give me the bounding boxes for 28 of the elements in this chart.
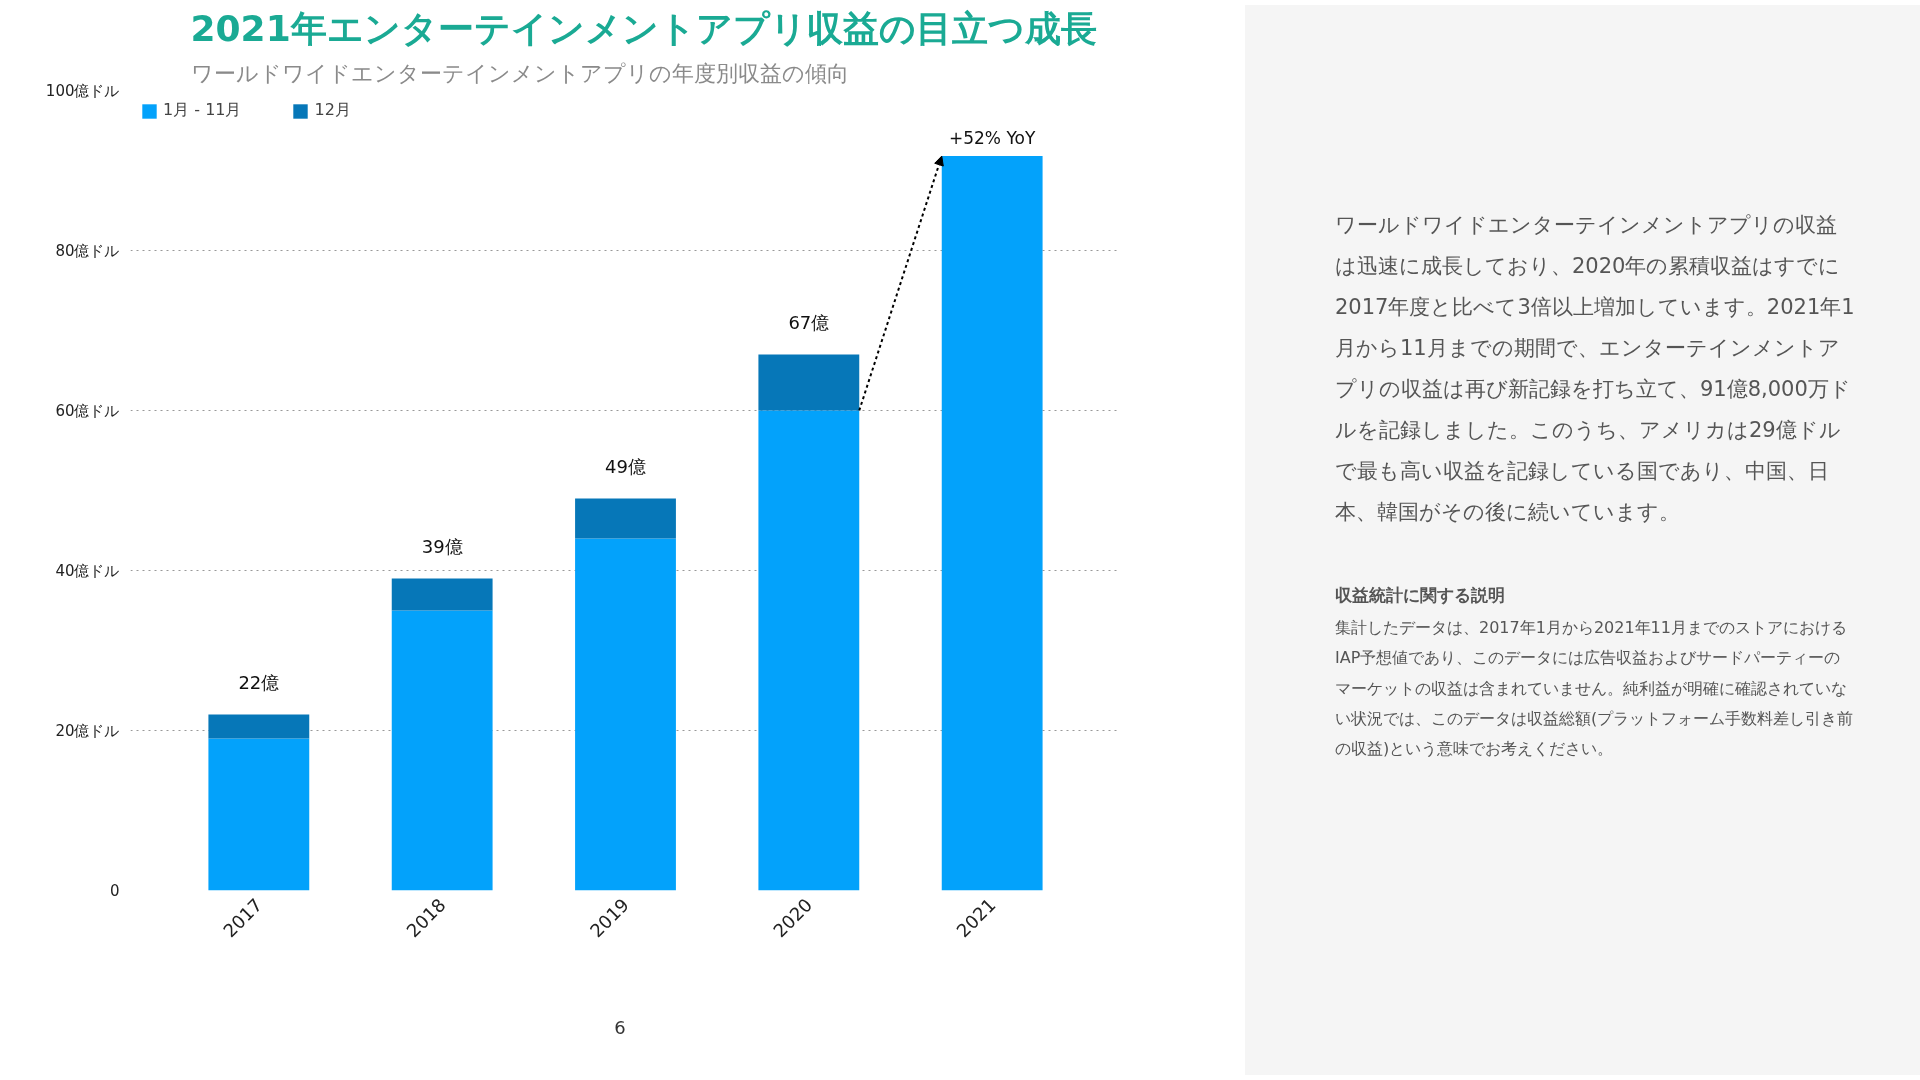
- y-tick-label: 100億ドル: [45, 81, 120, 100]
- total-label: 67億: [788, 311, 830, 333]
- bar: [391, 578, 493, 611]
- y-tick-label: 0: [109, 881, 120, 900]
- bar: [758, 354, 860, 411]
- bar: [758, 410, 860, 891]
- total-label: 22億: [238, 671, 280, 693]
- bar: [575, 538, 676, 891]
- total-label: 39億: [421, 535, 463, 557]
- chart-title: 2021年エンターテインメントアプリ収益の目立つ成長: [190, 7, 1097, 49]
- total-label: 49億: [605, 455, 646, 477]
- bar: [208, 738, 310, 891]
- y-tick-label: 60億ドル: [55, 401, 120, 420]
- bar: [391, 610, 493, 891]
- bar: [208, 714, 310, 739]
- annotation: +52% YoY: [948, 128, 1036, 149]
- text: ワールドワイドエンターテインメントアプリの収益は迅速に成長しており、2020年の累積収益はすでに2017年度と比べて3倍以上増加しています。2021年1月から11月までの期間で、エンターテインメントアプリの収益は再び新記録を打ち立て、91億8,000万ドルを記録しました。このうち、アメリカは29億ドルで最も高い収益を記録している国であり、中国、日本、韓国がその後に続いています。: [1335, 212, 1855, 526]
- bar: [941, 156, 1043, 891]
- y-tick-label: 40億ドル: [55, 561, 120, 580]
- y-tick-label: 20億ドル: [55, 721, 120, 740]
- chart-subtitle: ワールドワイドエンターテインメントアプリの年度別収益の傾向: [190, 60, 849, 86]
- legend-label: 12月: [314, 100, 351, 121]
- text: 収益統計に関する説明: [1335, 583, 1506, 607]
- bar: [575, 498, 676, 539]
- text: 集計したデータは、2017年1月から2021年11月までのストアにおけるIAP予想値であり、このデータには広告収益およびサードパーティーのマーケットの収益は含まれていません。純利益が明確に確認されていない状況では、このデータは収益総額(プラットフォーム手数料差し引き前の収益)という意味でお考えください。: [1335, 616, 1855, 761]
- y-tick-label: 80億ドル: [55, 241, 120, 260]
- text: 6: [613, 1016, 627, 1040]
- legend-label: 1月 - 11月: [163, 100, 242, 121]
